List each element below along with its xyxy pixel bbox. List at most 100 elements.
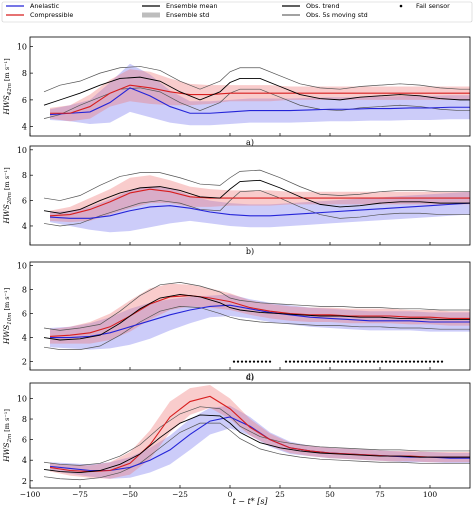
y-tick-label: 6: [22, 310, 27, 319]
plot-area: [43, 282, 470, 363]
y-axis-label-unit: [m s⁻¹]: [3, 288, 11, 313]
y-axis-label-sub: 10m: [7, 313, 13, 325]
y-axis-label-main: HWS: [2, 443, 11, 463]
y-tick-label: 2: [22, 477, 27, 486]
mean-line-anelastic: [50, 304, 470, 339]
legend-label: Ensemble std: [166, 11, 209, 19]
std-band-compressible: [50, 283, 470, 344]
fail-sensor-dot: [304, 360, 308, 363]
fail-sensor-dot: [284, 360, 288, 363]
fail-sensor-dot: [332, 360, 336, 363]
fail-sensor-dot: [240, 360, 244, 363]
legend-label: Anelastic: [30, 2, 60, 10]
chart-panel: 4 6 8 10 a) HWS42m [m s⁻¹]: [2, 36, 471, 147]
panel-label: c): [246, 372, 254, 381]
std-band-anelastic: [50, 63, 470, 126]
std-band-anelastic: [50, 186, 470, 233]
y-axis-label-sub: 20m: [7, 192, 13, 205]
std-band-compressible: [50, 385, 470, 479]
y-tick-label: 8: [22, 69, 27, 78]
fail-sensor-dot: [352, 360, 356, 363]
y-axis-label: HWS42m [m s⁻¹]: [2, 58, 13, 115]
plot-area: [43, 63, 470, 126]
chart-panel: 2 4 6 8 10 d) HWS2m [m s⁻¹] −100 −75 −50 −25 0 25 50 7…: [2, 373, 471, 506]
fail-sensor-dot: [296, 360, 300, 363]
axes-frame: [29, 145, 471, 246]
x-tick-label: −50: [122, 490, 138, 499]
fail-sensor-dot: [344, 360, 348, 363]
mean-line-compressible: [50, 84, 470, 114]
y-tick-label: 8: [22, 286, 27, 295]
fail-sensor-dot: [428, 360, 432, 363]
fail-sensor-dot: [316, 360, 320, 363]
legend-item: Ensemble std: [142, 11, 209, 19]
obs-trend-line: [43, 76, 470, 106]
fail-sensor-dot: [364, 360, 368, 363]
obs-std-upper-line: [43, 66, 470, 93]
chart-panel: 4 6 8 10 b) HWS20m [m s⁻¹]: [2, 145, 471, 256]
legend-label: Ensemble mean: [166, 2, 218, 10]
fail-sensor-dot: [328, 360, 332, 363]
fail-sensor-dot: [376, 360, 380, 363]
legend-swatch: [399, 4, 403, 8]
fail-sensor-dot: [436, 360, 440, 363]
y-tick-label: 4: [22, 334, 27, 343]
plot-area: [43, 385, 470, 481]
fail-sensor-dot: [372, 360, 376, 363]
y-tick-label: 4: [22, 123, 27, 132]
legend-item: Ensemble mean: [142, 2, 218, 10]
y-tick-label: 2: [22, 358, 27, 367]
fail-sensor-dot: [324, 360, 328, 363]
plot-area: [43, 169, 470, 233]
y-tick-label: 10: [17, 394, 27, 403]
y-axis-label: HWS2m [m s⁻¹]: [2, 409, 13, 463]
panel-label: a): [246, 138, 254, 147]
obs-std-upper-line: [43, 169, 470, 201]
fail-sensor-dot: [408, 360, 412, 363]
x-tick-label: 50: [325, 490, 335, 499]
fail-sensor-dot: [268, 360, 272, 363]
x-tick-label: 100: [423, 490, 438, 499]
legend-label: Compressible: [30, 11, 73, 19]
fail-sensor-dot: [340, 360, 344, 363]
obs-std-upper-line: [43, 406, 470, 466]
fail-sensor-dot: [392, 360, 396, 363]
fail-sensor-dot: [300, 360, 304, 363]
fail-sensor-dot: [400, 360, 404, 363]
fail-sensor-dot: [232, 360, 236, 363]
y-tick-label: 6: [22, 96, 27, 105]
x-tick-label: −75: [72, 490, 88, 499]
y-tick-label: 6: [22, 436, 27, 445]
legend-item: Fail sensor: [399, 2, 450, 10]
legend-item: Obs. trend: [282, 2, 340, 10]
fail-sensor-dot: [396, 360, 400, 363]
legend-frame: [1, 1, 473, 23]
std-band-anelastic: [50, 294, 470, 350]
y-tick-label: 10: [17, 146, 27, 155]
y-axis-label: HWS20m [m s⁻¹]: [2, 167, 13, 224]
x-tick-label: −25: [172, 490, 188, 499]
y-tick-label: 10: [17, 42, 27, 51]
x-tick-label: 75: [375, 490, 385, 499]
mean-line-anelastic: [49, 202, 470, 219]
y-axis-label-unit: [m s⁻¹]: [3, 409, 11, 434]
fail-sensor-dot: [420, 360, 424, 363]
axes-frame: [29, 382, 471, 489]
y-axis-label-unit: [m s⁻¹]: [3, 58, 11, 83]
y-axis-label-main: HWS: [2, 204, 11, 224]
std-band-compressible: [50, 69, 470, 122]
legend-swatch: [142, 12, 160, 18]
fail-sensor-dot: [348, 360, 352, 363]
fail-sensor-dot: [252, 360, 256, 363]
x-tick-label: −100: [20, 490, 41, 499]
y-axis-label-main: HWS: [2, 325, 11, 345]
obs-trend-line: [43, 179, 470, 214]
legend-item: Compressible: [6, 11, 73, 19]
fail-sensor-dot: [236, 360, 240, 363]
fail-sensor-dot: [356, 360, 360, 363]
fail-sensor-dot: [248, 360, 252, 363]
fail-sensor-dot: [412, 360, 416, 363]
mean-line-compressible: [49, 188, 470, 217]
legend-label: Obs. 5s moving std: [306, 11, 368, 19]
